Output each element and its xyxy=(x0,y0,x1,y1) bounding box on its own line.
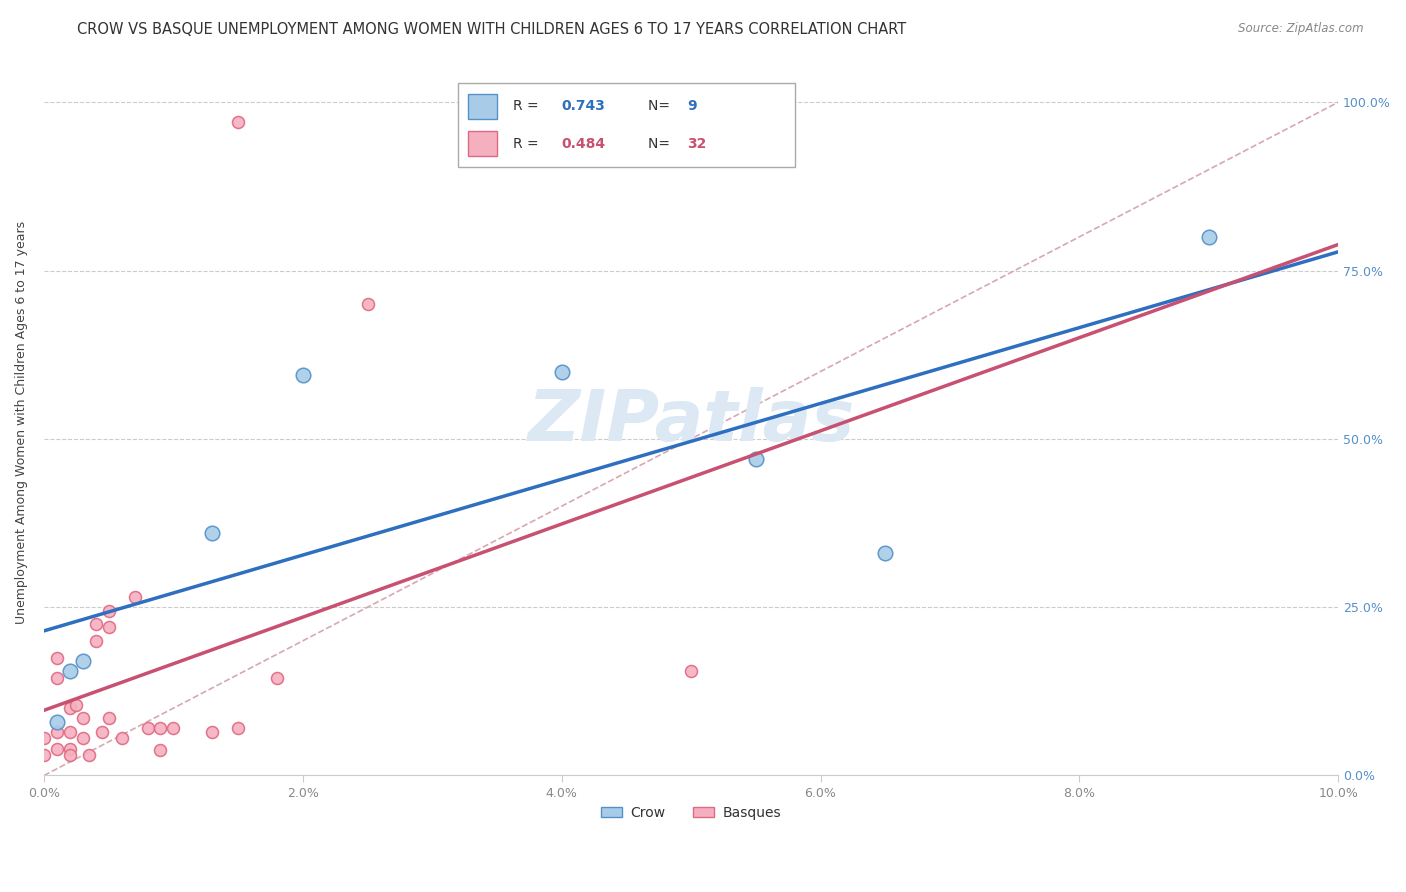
FancyBboxPatch shape xyxy=(458,83,794,168)
Point xyxy=(59,724,82,739)
Point xyxy=(45,741,67,756)
Point xyxy=(111,731,134,746)
Text: R =: R = xyxy=(513,99,543,113)
Legend: Crow, Basques: Crow, Basques xyxy=(596,800,786,825)
Point xyxy=(84,617,107,632)
Point xyxy=(550,364,572,378)
Point xyxy=(59,664,82,678)
Point xyxy=(72,711,94,725)
Text: 9: 9 xyxy=(688,99,697,113)
Point xyxy=(97,711,120,725)
Point xyxy=(97,603,120,617)
Point xyxy=(59,701,82,715)
Point xyxy=(136,722,159,736)
Point xyxy=(1198,230,1220,244)
Point xyxy=(201,724,224,739)
Point xyxy=(875,546,897,560)
Point xyxy=(149,743,172,757)
Point xyxy=(97,620,120,634)
Text: R =: R = xyxy=(513,136,543,151)
Point xyxy=(45,650,67,665)
Point xyxy=(65,698,87,712)
Point xyxy=(77,748,100,763)
Text: N=: N= xyxy=(648,136,675,151)
Point xyxy=(201,526,224,541)
Point xyxy=(45,724,67,739)
Point xyxy=(124,590,146,604)
Text: ZIPatlas: ZIPatlas xyxy=(527,387,855,457)
Point xyxy=(745,452,768,467)
FancyBboxPatch shape xyxy=(468,94,496,120)
Point xyxy=(162,722,184,736)
Point xyxy=(32,731,55,746)
Text: 0.743: 0.743 xyxy=(561,99,606,113)
Point xyxy=(45,714,67,729)
Point xyxy=(91,724,114,739)
Y-axis label: Unemployment Among Women with Children Ages 6 to 17 years: Unemployment Among Women with Children A… xyxy=(15,220,28,624)
Text: Source: ZipAtlas.com: Source: ZipAtlas.com xyxy=(1239,22,1364,36)
Point xyxy=(226,722,249,736)
Point xyxy=(45,671,67,685)
Point xyxy=(226,115,249,129)
Point xyxy=(59,741,82,756)
Point xyxy=(681,664,703,678)
Text: 32: 32 xyxy=(688,136,707,151)
FancyBboxPatch shape xyxy=(468,131,496,156)
Text: 0.484: 0.484 xyxy=(561,136,606,151)
Point xyxy=(84,633,107,648)
Point xyxy=(72,731,94,746)
Point xyxy=(291,368,314,382)
Point xyxy=(266,671,288,685)
Point xyxy=(32,748,55,763)
Point xyxy=(149,722,172,736)
Text: CROW VS BASQUE UNEMPLOYMENT AMONG WOMEN WITH CHILDREN AGES 6 TO 17 YEARS CORRELA: CROW VS BASQUE UNEMPLOYMENT AMONG WOMEN … xyxy=(77,22,907,37)
Text: N=: N= xyxy=(648,99,675,113)
Point xyxy=(356,297,378,311)
Point xyxy=(59,748,82,763)
Point xyxy=(72,654,94,668)
